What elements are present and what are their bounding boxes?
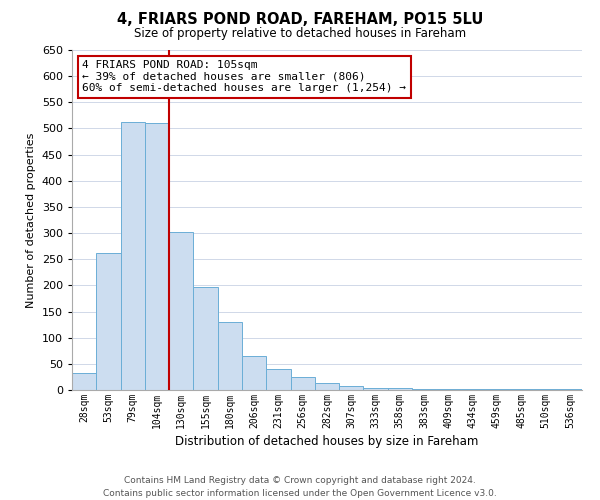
Text: Contains HM Land Registry data © Crown copyright and database right 2024.
Contai: Contains HM Land Registry data © Crown c… [103, 476, 497, 498]
Bar [145, 123, 169, 390]
Y-axis label: Number of detached properties: Number of detached properties [26, 132, 36, 308]
Bar [315, 382, 339, 390]
Bar [169, 232, 193, 390]
Bar [242, 356, 266, 390]
Bar [193, 287, 218, 390]
Bar [388, 388, 412, 390]
Bar [364, 388, 388, 390]
Bar [218, 322, 242, 390]
X-axis label: Distribution of detached houses by size in Fareham: Distribution of detached houses by size … [175, 435, 479, 448]
Bar [121, 122, 145, 390]
Bar [412, 389, 436, 390]
Text: Size of property relative to detached houses in Fareham: Size of property relative to detached ho… [134, 28, 466, 40]
Bar [96, 253, 121, 390]
Text: 4 FRIARS POND ROAD: 105sqm
← 39% of detached houses are smaller (806)
60% of sem: 4 FRIARS POND ROAD: 105sqm ← 39% of deta… [82, 60, 406, 94]
Bar [266, 369, 290, 390]
Bar [290, 378, 315, 390]
Bar [339, 386, 364, 390]
Text: 4, FRIARS POND ROAD, FAREHAM, PO15 5LU: 4, FRIARS POND ROAD, FAREHAM, PO15 5LU [117, 12, 483, 28]
Bar [72, 372, 96, 390]
